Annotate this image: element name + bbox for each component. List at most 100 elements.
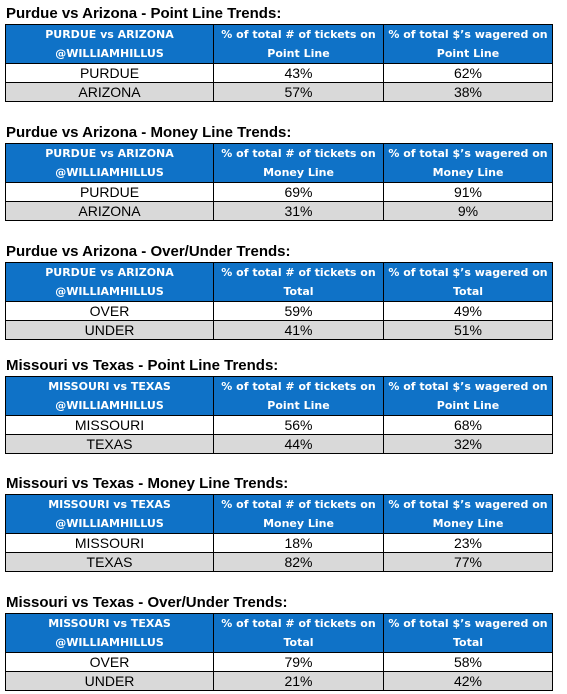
team-cell: OVER xyxy=(5,301,214,321)
section-title: Missouri vs Texas - Money Line Trends: xyxy=(6,475,289,492)
team-cell: TEXAS xyxy=(5,552,214,572)
header-line: Money Line xyxy=(432,517,504,530)
tickets-header: % of total # of tickets on Money Line xyxy=(213,143,384,183)
team-cell: PURDUE xyxy=(5,63,214,83)
team-cell: TEXAS xyxy=(5,434,214,454)
table-row: OVER 59% 49% xyxy=(5,301,553,321)
header-line: Total xyxy=(283,285,314,298)
matchup-header: MISSOURI vs TEXAS @WILLIAMHILLUS xyxy=(5,376,214,416)
header-line: Point Line xyxy=(436,47,500,60)
wagered-cell: 77% xyxy=(383,552,553,572)
header-line: % of total $’s wagered on xyxy=(388,380,548,393)
trend-table: MISSOURI vs TEXAS @WILLIAMHILLUS % of tota… xyxy=(5,494,553,572)
wagered-cell: 58% xyxy=(383,652,553,672)
trend-table: PURDUE vs ARIZONA @WILLIAMHILLUS % of tota… xyxy=(5,143,553,221)
header-line: % of total # of tickets on xyxy=(221,147,376,160)
wagered-header: % of total $’s wagered on Total xyxy=(383,613,553,653)
header-line: MISSOURI vs TEXAS xyxy=(48,498,171,511)
header-line: % of total $’s wagered on xyxy=(388,266,548,279)
wagered-cell: 68% xyxy=(383,415,553,435)
tickets-cell: 41% xyxy=(213,320,384,340)
trend-table: PURDUE vs ARIZONA @WILLIAMHILLUS % of tota… xyxy=(5,24,553,102)
header-line: Money Line xyxy=(263,517,334,530)
section-title: Missouri vs Texas - Over/Under Trends: xyxy=(6,594,288,611)
table-header-row: PURDUE vs ARIZONA @WILLIAMHILLUS % of tota… xyxy=(5,262,553,302)
table-header-row: PURDUE vs ARIZONA @WILLIAMHILLUS % of tota… xyxy=(5,143,553,183)
tickets-cell: 82% xyxy=(213,552,384,572)
tickets-cell: 79% xyxy=(213,652,384,672)
header-line: Point Line xyxy=(267,47,330,60)
wagered-header: % of total $’s wagered on Money Line xyxy=(383,494,553,534)
tickets-cell: 57% xyxy=(213,82,384,102)
tickets-cell: 18% xyxy=(213,533,384,553)
wagered-cell: 51% xyxy=(383,320,553,340)
wagered-cell: 91% xyxy=(383,182,553,202)
table-row: UNDER 41% 51% xyxy=(5,320,553,340)
table-row: OVER 79% 58% xyxy=(5,652,553,672)
matchup-header: MISSOURI vs TEXAS @WILLIAMHILLUS xyxy=(5,494,214,534)
wagered-header: % of total $’s wagered on Point Line xyxy=(383,376,553,416)
section-title: Purdue vs Arizona - Money Line Trends: xyxy=(6,124,292,141)
header-line: Money Line xyxy=(432,166,504,179)
header-line: @WILLIAMHILLUS xyxy=(55,285,164,298)
header-line: % of total $’s wagered on xyxy=(388,617,548,630)
table-row: PURDUE 69% 91% xyxy=(5,182,553,202)
tickets-header: % of total # of tickets on Money Line xyxy=(213,494,384,534)
header-line: @WILLIAMHILLUS xyxy=(55,47,164,60)
tickets-cell: 69% xyxy=(213,182,384,202)
header-line: % of total # of tickets on xyxy=(221,617,376,630)
tickets-header: % of total # of tickets on Total xyxy=(213,613,384,653)
header-line: % of total # of tickets on xyxy=(221,266,376,279)
header-line: MISSOURI vs TEXAS xyxy=(48,617,171,630)
wagered-cell: 62% xyxy=(383,63,553,83)
header-line: @WILLIAMHILLUS xyxy=(55,636,164,649)
wagered-header: % of total $’s wagered on Money Line xyxy=(383,143,553,183)
header-line: @WILLIAMHILLUS xyxy=(55,517,164,530)
table-header-row: MISSOURI vs TEXAS @WILLIAMHILLUS % of tota… xyxy=(5,613,553,653)
team-cell: MISSOURI xyxy=(5,533,214,553)
wagered-header: % of total $’s wagered on Total xyxy=(383,262,553,302)
table-row: UNDER 21% 42% xyxy=(5,671,553,691)
trend-table: MISSOURI vs TEXAS @WILLIAMHILLUS % of tota… xyxy=(5,376,553,454)
team-cell: MISSOURI xyxy=(5,415,214,435)
table-row: MISSOURI 56% 68% xyxy=(5,415,553,435)
table-row: ARIZONA 31% 9% xyxy=(5,201,553,221)
table-row: TEXAS 44% 32% xyxy=(5,434,553,454)
section-title: Purdue vs Arizona - Over/Under Trends: xyxy=(6,243,291,260)
tickets-cell: 43% xyxy=(213,63,384,83)
team-cell: UNDER xyxy=(5,320,214,340)
team-cell: PURDUE xyxy=(5,182,214,202)
tickets-cell: 31% xyxy=(213,201,384,221)
header-line: Point Line xyxy=(267,399,330,412)
wagered-cell: 38% xyxy=(383,82,553,102)
tickets-cell: 59% xyxy=(213,301,384,321)
tickets-header: % of total # of tickets on Total xyxy=(213,262,384,302)
wagered-cell: 32% xyxy=(383,434,553,454)
wagered-cell: 23% xyxy=(383,533,553,553)
header-line: Money Line xyxy=(263,166,334,179)
header-line: % of total # of tickets on xyxy=(221,28,376,41)
team-cell: UNDER xyxy=(5,671,214,691)
table-header-row: MISSOURI vs TEXAS @WILLIAMHILLUS % of tota… xyxy=(5,376,553,416)
header-line: Point Line xyxy=(436,399,500,412)
header-line: MISSOURI vs TEXAS xyxy=(48,380,171,393)
section-title: Missouri vs Texas - Point Line Trends: xyxy=(6,357,279,374)
trend-table: MISSOURI vs TEXAS @WILLIAMHILLUS % of tota… xyxy=(5,613,553,691)
matchup-header: MISSOURI vs TEXAS @WILLIAMHILLUS xyxy=(5,613,214,653)
table-row: TEXAS 82% 77% xyxy=(5,552,553,572)
header-line: PURDUE vs ARIZONA xyxy=(45,147,174,160)
wagered-header: % of total $’s wagered on Point Line xyxy=(383,24,553,64)
tickets-cell: 44% xyxy=(213,434,384,454)
header-line: PURDUE vs ARIZONA xyxy=(45,266,174,279)
team-cell: OVER xyxy=(5,652,214,672)
table-row: PURDUE 43% 62% xyxy=(5,63,553,83)
table-row: MISSOURI 18% 23% xyxy=(5,533,553,553)
team-cell: ARIZONA xyxy=(5,201,214,221)
header-line: Total xyxy=(283,636,314,649)
wagered-cell: 49% xyxy=(383,301,553,321)
header-line: @WILLIAMHILLUS xyxy=(55,399,164,412)
section-title: Purdue vs Arizona - Point Line Trends: xyxy=(6,5,282,22)
tickets-cell: 56% xyxy=(213,415,384,435)
header-line: PURDUE vs ARIZONA xyxy=(45,28,174,41)
matchup-header: PURDUE vs ARIZONA @WILLIAMHILLUS xyxy=(5,24,214,64)
